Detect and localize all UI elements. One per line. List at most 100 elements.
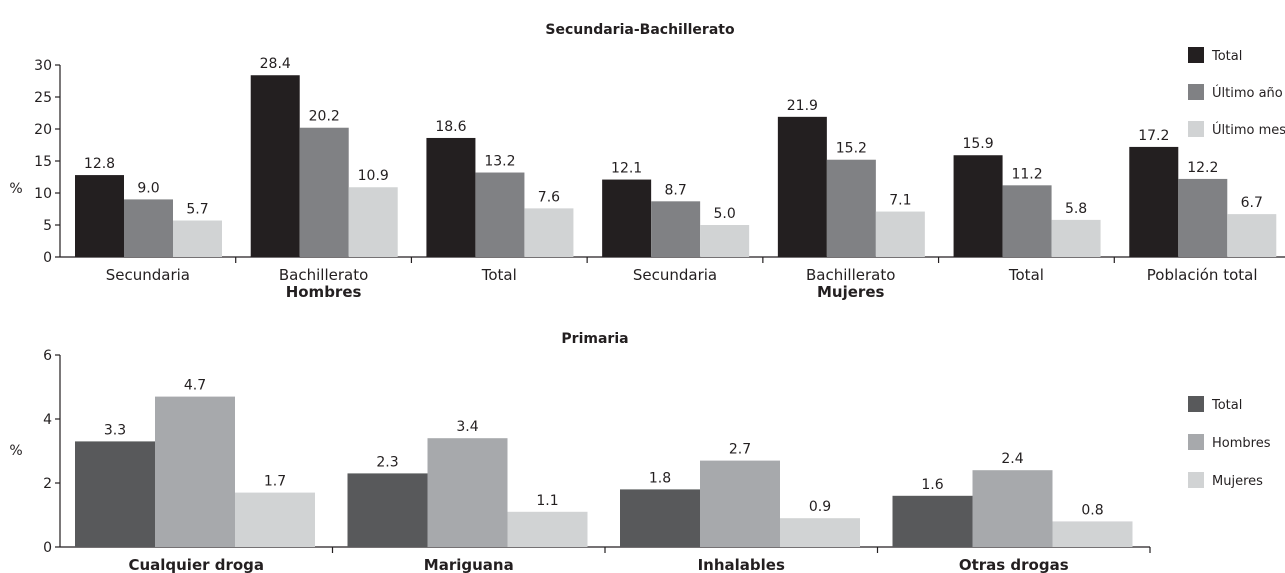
y-tick-label: 15 <box>34 154 52 170</box>
bar-total <box>953 155 1003 257</box>
x-tick-label: Bachillerato <box>806 266 895 284</box>
y-tick-label: 10 <box>34 186 52 202</box>
bar-último-mes <box>524 208 574 257</box>
data-label: 21.9 <box>787 98 818 114</box>
x-tick-label: Secundaria <box>633 266 717 284</box>
legend-swatch <box>1188 472 1204 488</box>
x-tick-label: Mariguana <box>424 556 514 573</box>
data-label: 1.6 <box>921 477 943 493</box>
bar-total <box>75 441 155 547</box>
data-label: 7.6 <box>538 189 560 205</box>
x-tick-label: Cualquier droga <box>128 556 264 573</box>
data-label: 5.8 <box>1065 201 1087 217</box>
bar-total <box>602 179 652 257</box>
bar-último-mes <box>1227 214 1277 257</box>
bar-total <box>250 75 300 258</box>
y-tick-label: 30 <box>34 58 52 74</box>
bar-total <box>892 495 973 547</box>
legend-label: Hombres <box>1212 436 1271 451</box>
data-label: 2.3 <box>376 454 398 470</box>
data-label: 2.7 <box>729 442 751 458</box>
legend-swatch <box>1188 84 1204 100</box>
bar-total <box>426 137 476 257</box>
data-label: 4.7 <box>184 378 206 394</box>
y-tick-label: 5 <box>43 218 52 234</box>
legend-label: Último mes <box>1212 122 1285 138</box>
data-label: 7.1 <box>889 193 911 209</box>
data-label: 2.4 <box>1001 451 1023 467</box>
legend-swatch <box>1188 47 1204 63</box>
data-label: 5.7 <box>186 202 208 218</box>
data-label: 6.7 <box>1241 195 1263 211</box>
bar-último-mes <box>875 211 925 257</box>
legend-swatch <box>1188 396 1204 412</box>
chart-secundaria-bachillerato: Secundaria-Bachillerato% 0 5 10 15 20 25 30 12.8… <box>9 22 1285 301</box>
y-tick-label: 0 <box>43 250 52 266</box>
bar-hombres <box>700 460 780 547</box>
x-tick-label: Total <box>1008 266 1044 284</box>
data-label: 13.2 <box>484 154 515 170</box>
bar-hombres <box>155 396 235 547</box>
legend-label: Total <box>1211 398 1242 413</box>
bar-último-año <box>1178 178 1228 257</box>
legend-swatch <box>1188 121 1204 137</box>
data-label: 3.4 <box>456 419 478 435</box>
legend-label: Último año <box>1212 85 1283 101</box>
bar-hombres <box>427 438 508 547</box>
y-axis-label: % <box>9 443 22 459</box>
bar-último-mes <box>173 220 222 257</box>
bar-total <box>1129 146 1179 257</box>
group-label: Mujeres <box>817 283 884 301</box>
bar-total <box>777 116 827 257</box>
group-label: Hombres <box>286 283 362 301</box>
bar-total <box>75 175 124 257</box>
data-label: 3.3 <box>104 422 126 438</box>
bar-último-mes <box>1051 219 1101 257</box>
bar-mujeres <box>235 492 315 547</box>
data-label: 8.7 <box>665 182 687 198</box>
bar-mujeres <box>1052 521 1133 547</box>
bar-último-mes <box>700 225 750 257</box>
bar-último-año <box>651 201 701 257</box>
data-label: 1.7 <box>264 474 286 490</box>
legend-swatch <box>1188 434 1204 450</box>
data-label: 1.1 <box>536 493 558 509</box>
legend-label: Mujeres <box>1212 474 1263 489</box>
x-tick-label: Secundaria <box>106 266 190 284</box>
bar-total <box>620 489 700 547</box>
y-tick-label: 0 <box>43 540 52 556</box>
y-tick-label: 6 <box>43 348 52 364</box>
data-label: 10.9 <box>358 168 389 184</box>
data-label: 1.8 <box>649 470 671 486</box>
data-label: 5.0 <box>714 206 736 222</box>
data-label: 28.4 <box>260 56 291 72</box>
bar-último-año <box>475 172 525 257</box>
bar-último-mes <box>348 187 398 257</box>
bar-mujeres <box>780 518 860 547</box>
x-tick-label: Inhalables <box>698 556 785 573</box>
data-label: 20.2 <box>309 109 340 125</box>
x-tick-label: Otras drogas <box>959 556 1069 573</box>
data-label: 15.2 <box>836 141 867 157</box>
y-tick-label: 20 <box>34 122 52 138</box>
chart-title: Secundaria-Bachillerato <box>545 22 735 38</box>
x-tick-label: Población total <box>1147 266 1258 284</box>
data-label: 0.8 <box>1081 502 1103 518</box>
data-label: 9.0 <box>137 180 159 196</box>
bar-último-año <box>826 159 876 257</box>
x-tick-label: Total <box>481 266 517 284</box>
bar-último-año <box>299 127 349 257</box>
data-label: 12.8 <box>84 156 115 172</box>
y-tick-label: 25 <box>34 90 52 106</box>
bar-hombres <box>972 470 1053 547</box>
bar-último-año <box>124 199 173 257</box>
data-label: 12.1 <box>611 161 642 177</box>
bar-mujeres <box>507 511 588 547</box>
legend-label: Total <box>1211 49 1242 64</box>
data-label: 15.9 <box>962 136 993 152</box>
chart-title: Primaria <box>561 331 628 347</box>
data-label: 11.2 <box>1011 166 1042 182</box>
data-label: 12.2 <box>1187 160 1218 176</box>
y-tick-label: 4 <box>43 412 52 428</box>
